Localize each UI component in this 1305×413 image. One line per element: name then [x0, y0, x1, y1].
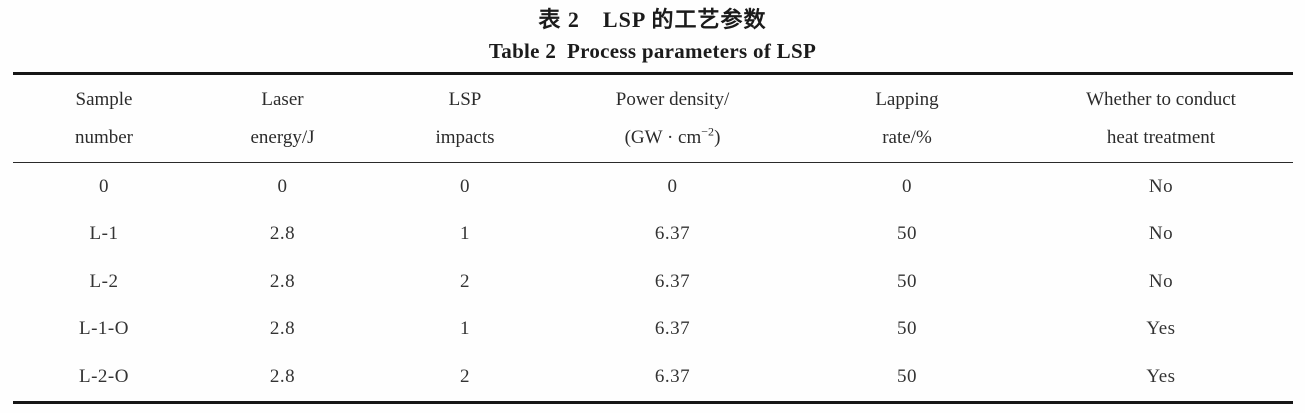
cell-lsp-impacts: 2	[460, 270, 470, 292]
process-parameters-table: Sample number Laser energy/J LSP impacts…	[13, 72, 1293, 404]
cell-power-density: 6.37	[654, 365, 691, 387]
cell-lapping-rate: 50	[897, 270, 917, 292]
col-header-power-density: Power density/ (GW · cm−2)	[560, 74, 785, 163]
cell-laser-energy: 2.8	[269, 270, 296, 292]
header-line-units: (GW · cm−2)	[560, 119, 785, 157]
header-line: Laser	[261, 88, 304, 110]
table-header: Sample number Laser energy/J LSP impacts…	[13, 74, 1293, 163]
header-line: Sample	[75, 88, 133, 110]
header-line: Power density/	[615, 88, 730, 110]
cell-lsp-impacts: 1	[460, 223, 470, 245]
cell-lapping-rate: 0	[902, 175, 912, 197]
header-line: Whether to conduct	[1086, 88, 1236, 110]
cell-lsp-impacts: 1	[460, 318, 470, 340]
header-line: energy/J	[250, 126, 315, 148]
table-caption-chinese: 表 2 LSP 的工艺参数	[538, 7, 767, 32]
table-row: L-1 2.8 1 6.37 50 No	[13, 211, 1293, 259]
cell-power-density: 6.37	[654, 223, 691, 245]
table-body: 0 0 0 0 0 No L-1 2.8 1 6.37 50 No L-2 2.…	[13, 163, 1293, 403]
header-line: LSP	[448, 88, 482, 110]
cell-lapping-rate: 50	[897, 365, 917, 387]
cell-lsp-impacts: 0	[460, 175, 470, 197]
cell-heat-treatment: Yes	[1146, 318, 1176, 340]
units-close: )	[714, 126, 721, 148]
table-caption-english: Table 2 Process parameters of LSP	[488, 39, 817, 63]
header-line: rate/%	[882, 126, 932, 148]
table-row: L-1-O 2.8 1 6.37 50 Yes	[13, 306, 1293, 354]
table-row: L-2 2.8 2 6.37 50 No	[13, 258, 1293, 306]
header-row: Sample number Laser energy/J LSP impacts…	[13, 74, 1293, 163]
cell-lsp-impacts: 2	[460, 365, 470, 387]
header-line: impacts	[435, 126, 495, 148]
table-row: 0 0 0 0 0 No	[13, 163, 1293, 211]
cell-power-density: 6.37	[654, 318, 691, 340]
header-line: Lapping	[875, 88, 939, 110]
cell-sample-number: L-2	[89, 270, 119, 292]
cell-power-density: 6.37	[654, 270, 691, 292]
cell-sample-number: L-2-O	[79, 365, 129, 387]
cell-laser-energy: 0	[277, 175, 288, 197]
cell-sample-number: L-1	[89, 223, 119, 245]
cell-sample-number: L-1-O	[79, 318, 129, 340]
cell-heat-treatment: No	[1148, 223, 1174, 245]
cell-laser-energy: 2.8	[269, 365, 296, 387]
units-open: (GW · cm	[624, 126, 702, 148]
cell-lapping-rate: 50	[897, 223, 917, 245]
cell-heat-treatment: No	[1148, 175, 1174, 197]
cell-lapping-rate: 50	[897, 318, 917, 340]
cell-power-density: 0	[667, 175, 678, 197]
col-header-lsp-impacts: LSP impacts	[370, 74, 560, 163]
header-line: number	[74, 126, 134, 148]
cell-laser-energy: 2.8	[269, 318, 296, 340]
header-line: heat treatment	[1106, 126, 1216, 148]
table-row: L-2-O 2.8 2 6.37 50 Yes	[13, 353, 1293, 402]
cell-heat-treatment: No	[1148, 270, 1174, 292]
col-header-laser-energy: Laser energy/J	[195, 74, 370, 163]
cell-heat-treatment: Yes	[1146, 365, 1176, 387]
col-header-sample-number: Sample number	[13, 74, 195, 163]
units-exponent: −2	[701, 124, 715, 139]
col-header-lapping-rate: Lapping rate/%	[785, 74, 1029, 163]
cell-sample-number: 0	[99, 175, 109, 197]
col-header-heat-treatment: Whether to conduct heat treatment	[1029, 74, 1293, 163]
cell-laser-energy: 2.8	[269, 223, 296, 245]
